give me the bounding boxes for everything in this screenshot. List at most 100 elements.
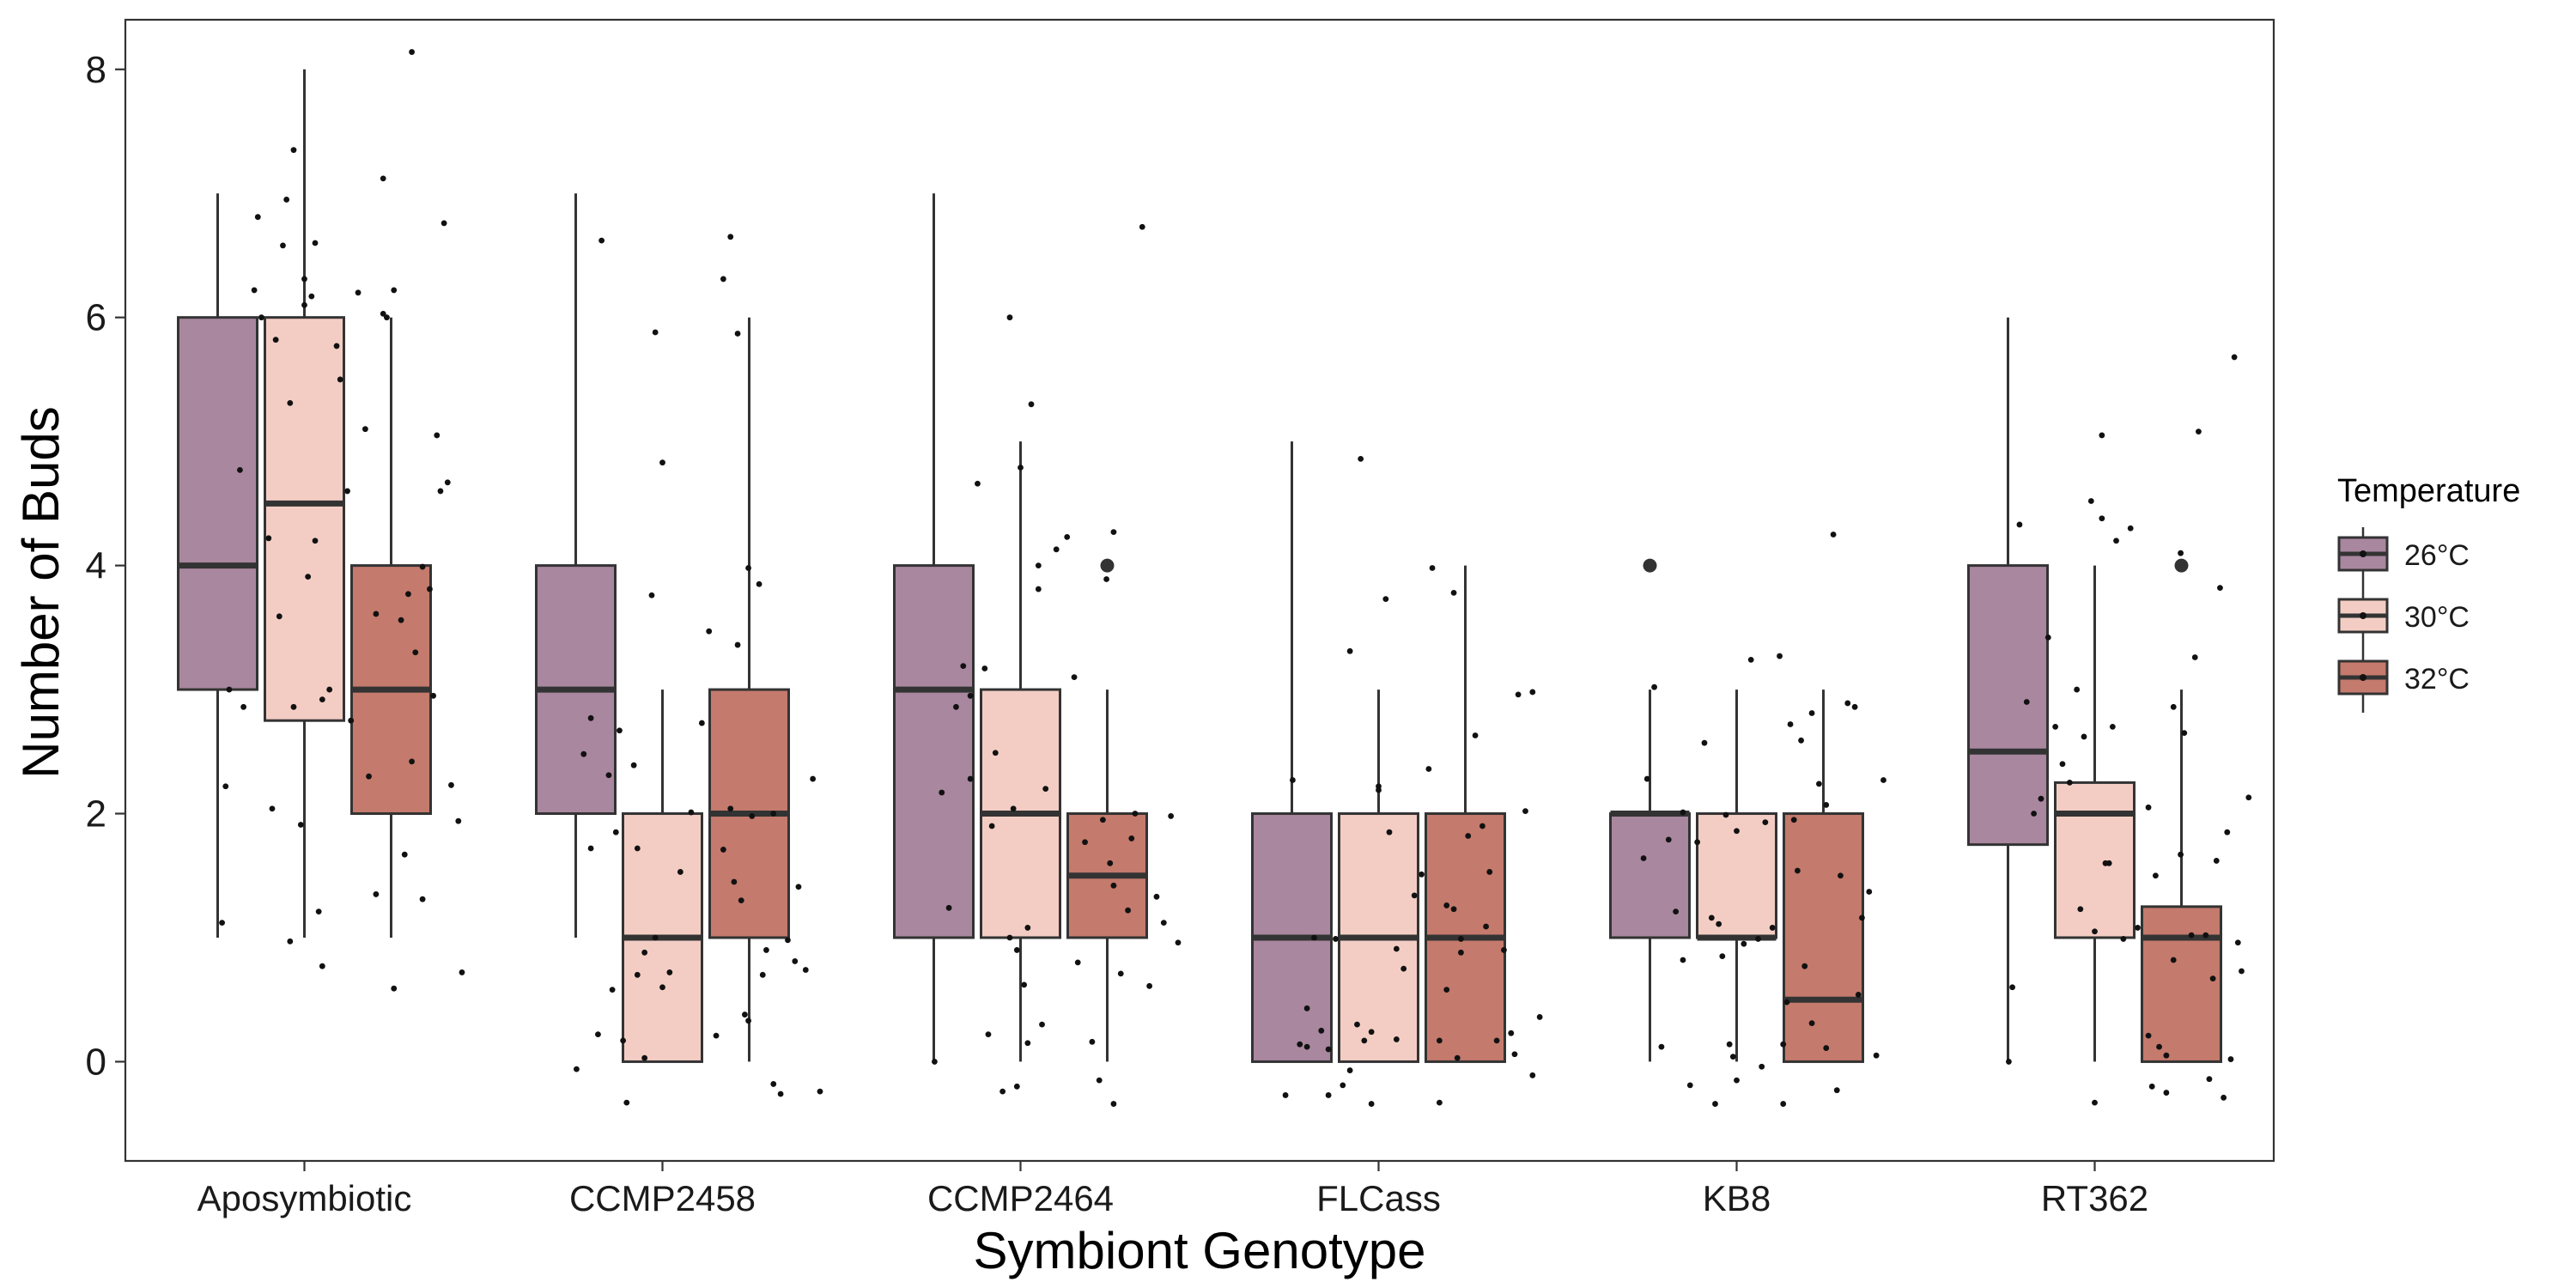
jitter-point xyxy=(745,565,751,571)
jitter-point xyxy=(1103,576,1109,582)
jitter-point xyxy=(1851,703,1858,710)
jitter-point xyxy=(2016,521,2023,528)
jitter-point xyxy=(1643,775,1650,782)
jitter-point xyxy=(720,847,726,853)
jitter-point xyxy=(634,971,641,978)
jitter-point xyxy=(1153,893,1160,900)
outlier-point xyxy=(1100,558,1115,573)
jitter-point xyxy=(1035,586,1042,592)
jitter-point xyxy=(999,1088,1006,1095)
jitter-point xyxy=(1018,465,1024,471)
jitter-point xyxy=(1175,939,1182,946)
jitter-point xyxy=(727,805,734,812)
jitter-point xyxy=(2120,936,2127,942)
jitter-point xyxy=(373,611,380,617)
jitter-point xyxy=(988,823,995,829)
legend-item-30c: 30°C xyxy=(2337,589,2470,651)
jitter-point xyxy=(2023,699,2030,705)
jitter-point xyxy=(1755,936,1761,942)
legend: Temperature 26°C 30°C 32°C xyxy=(2337,473,2520,713)
jitter-point xyxy=(1511,1051,1518,1058)
jitter-point xyxy=(727,234,734,240)
legend-label: 26°C xyxy=(2404,539,2470,572)
jitter-point xyxy=(301,276,307,283)
jitter-point xyxy=(1024,1040,1031,1047)
jitter-point xyxy=(734,641,741,648)
jitter-point xyxy=(1358,455,1364,462)
box-ccmp2458-30c xyxy=(622,690,703,1063)
jitter-point xyxy=(2113,538,2119,544)
jitter-point xyxy=(1028,401,1035,408)
jitter-point xyxy=(222,783,229,790)
jitter-point xyxy=(652,329,659,336)
legend-label: 30°C xyxy=(2404,601,2470,634)
box-iqr xyxy=(893,564,975,939)
jitter-point xyxy=(1386,829,1393,835)
jitter-point xyxy=(269,805,276,812)
jitter-point xyxy=(953,703,959,710)
jitter-point xyxy=(609,987,616,993)
jitter-point xyxy=(2217,585,2223,592)
outlier-point xyxy=(1643,558,1657,573)
jitter-point xyxy=(2038,795,2044,802)
jitter-point xyxy=(1039,1021,1045,1028)
legend-key-point xyxy=(2360,612,2366,619)
jitter-point xyxy=(580,750,587,757)
jitter-point xyxy=(1790,817,1797,823)
jitter-point xyxy=(1734,1077,1740,1084)
legend-label: 32°C xyxy=(2404,663,2470,696)
jitter-point xyxy=(1729,1054,1736,1060)
jitter-point xyxy=(2148,1083,2155,1090)
jitter-point xyxy=(2156,1043,2162,1050)
jitter-point xyxy=(444,479,451,486)
jitter-point xyxy=(734,331,741,337)
jitter-point xyxy=(1400,965,1407,972)
jitter-point xyxy=(1701,739,1708,746)
jitter-point xyxy=(742,1012,748,1018)
jitter-point xyxy=(634,845,641,852)
jitter-point xyxy=(1325,1046,1332,1053)
jitter-point xyxy=(1382,596,1389,603)
jitter-point xyxy=(738,897,744,904)
jitter-point xyxy=(384,314,390,321)
jitter-point xyxy=(1454,1054,1461,1061)
jitter-point xyxy=(2191,654,2198,660)
jitter-point xyxy=(2188,932,2195,939)
jitter-point xyxy=(419,896,426,902)
x-tick-label: Aposymbiotic xyxy=(197,1178,412,1218)
jitter-point xyxy=(759,971,766,978)
jitter-point xyxy=(1013,947,1020,953)
jitter-point xyxy=(1734,828,1740,835)
jitter-point xyxy=(2163,1090,2170,1096)
jitter-point xyxy=(283,197,290,203)
jitter-point xyxy=(459,969,465,975)
jitter-point xyxy=(731,878,738,885)
jitter-point xyxy=(412,649,419,656)
jitter-point xyxy=(237,466,243,473)
jitter-point xyxy=(2081,733,2087,740)
box-rt362-26c xyxy=(1967,317,2049,1062)
jitter-point xyxy=(301,301,307,308)
jitter-point xyxy=(1680,957,1686,963)
jitter-point xyxy=(355,289,361,296)
jitter-point xyxy=(2221,1094,2227,1101)
jitter-point xyxy=(688,809,695,816)
jitter-point xyxy=(1311,934,1317,941)
jitter-point xyxy=(2209,975,2216,982)
jitter-point xyxy=(698,720,705,726)
box-aposymbiotic-32c xyxy=(350,317,432,938)
jitter-point xyxy=(763,947,769,953)
jitter-point xyxy=(2009,984,2015,991)
box-flcass-26c xyxy=(1251,441,1333,1063)
jitter-point xyxy=(1859,914,1865,921)
jitter-point xyxy=(1139,223,1145,230)
jitter-point xyxy=(297,822,304,828)
jitter-point xyxy=(1125,907,1131,914)
box-ccmp2464-26c xyxy=(893,193,975,1062)
jitter-point xyxy=(2163,1052,2170,1059)
jitter-point xyxy=(1780,1101,1787,1107)
jitter-point xyxy=(401,851,408,858)
jitter-point xyxy=(1801,963,1808,969)
jitter-point xyxy=(1318,1027,1325,1034)
